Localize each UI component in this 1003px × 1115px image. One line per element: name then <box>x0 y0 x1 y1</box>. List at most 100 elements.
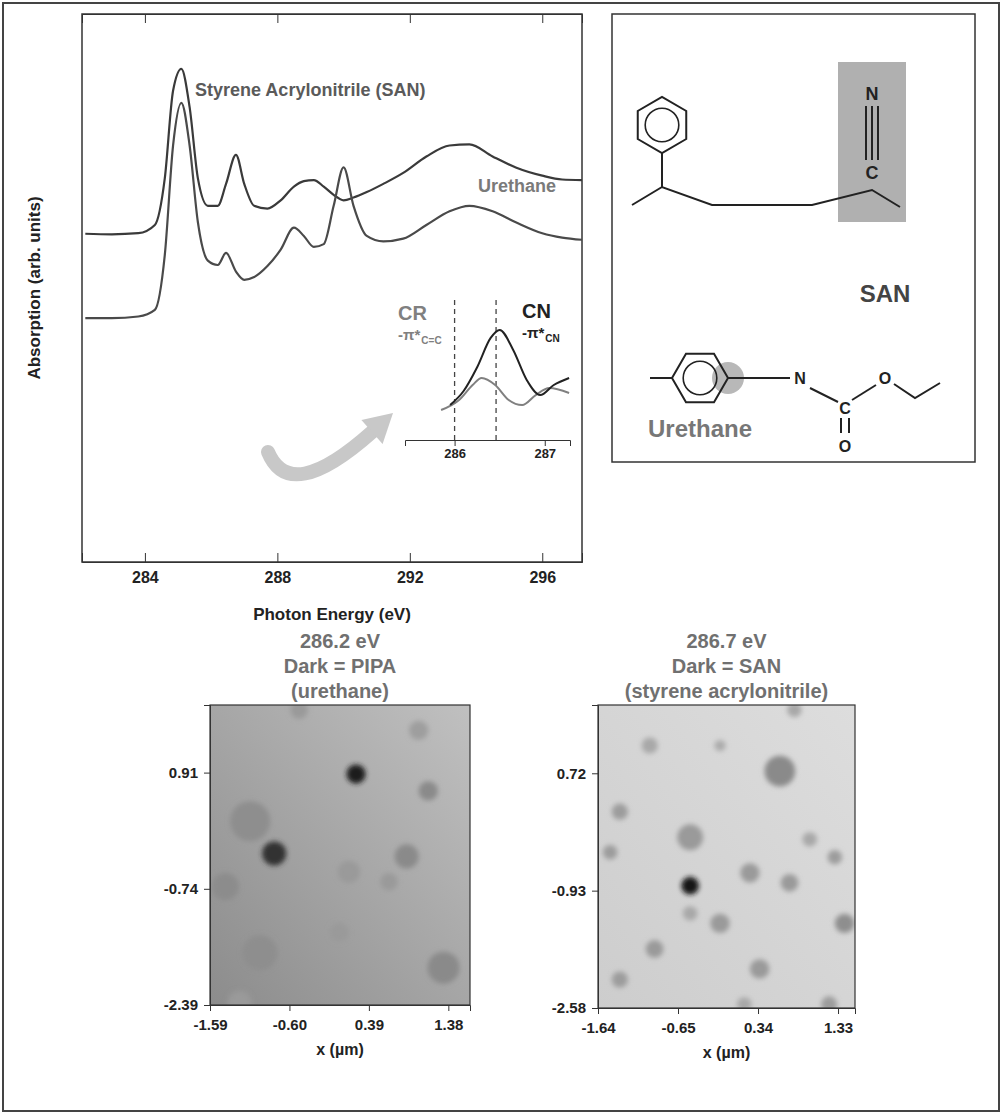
particle <box>683 906 698 921</box>
particle <box>395 844 419 868</box>
reference-line <box>495 300 496 440</box>
inset-line <box>450 330 569 405</box>
tick-label: -0.60 <box>273 1016 307 1033</box>
particle <box>787 705 802 717</box>
tick-mark <box>289 1005 290 1011</box>
particle <box>228 991 252 1005</box>
reference-line <box>454 300 455 440</box>
y-axis-title: Absorption (arb. units) <box>25 196 44 379</box>
tick: 0.39 <box>355 1005 384 1033</box>
image-background <box>598 705 855 1008</box>
arrow-head <box>361 413 393 444</box>
particle <box>427 952 459 984</box>
axis <box>83 14 583 23</box>
tick-mark <box>410 14 411 23</box>
tick: -2.39 <box>164 996 210 1013</box>
series-label: Styrene Acrylonitrile (SAN) <box>195 80 425 100</box>
spectrum-line <box>85 103 582 318</box>
inset-label: CN <box>522 300 551 322</box>
atom: O <box>839 438 851 455</box>
tick-mark <box>545 440 546 446</box>
particle <box>750 959 769 978</box>
tick: -0.93 <box>552 882 598 899</box>
tick-label: -2.39 <box>164 996 198 1013</box>
ring <box>638 97 686 153</box>
tick-label: 1.38 <box>434 1016 463 1033</box>
particle <box>242 935 277 970</box>
tick-mark <box>410 553 411 562</box>
image-title: 286.2 eV <box>300 630 381 652</box>
tick: -2.58 <box>552 999 598 1016</box>
particle <box>646 940 664 958</box>
inset-subscript: C=C <box>421 335 441 346</box>
tick: 1.33 <box>824 1008 853 1036</box>
tick-label: 0.72 <box>557 765 586 782</box>
tick-mark <box>678 1008 679 1014</box>
particle <box>710 914 729 933</box>
particle <box>737 997 752 1008</box>
particle <box>764 756 795 787</box>
tick-mark <box>448 1005 449 1011</box>
inset-plot-area <box>441 330 569 410</box>
particle <box>346 764 365 783</box>
bond <box>810 388 838 402</box>
tick-mark <box>592 1008 598 1009</box>
axis-line <box>211 1006 471 1012</box>
image-area <box>603 705 854 1008</box>
tick <box>542 14 543 23</box>
image-frame <box>598 705 855 1008</box>
tick-label: -2.58 <box>552 999 586 1016</box>
inset-label: CR <box>398 302 427 324</box>
particle <box>835 914 854 933</box>
bond <box>728 377 790 379</box>
particle <box>612 804 628 820</box>
particle <box>330 923 349 942</box>
atom: N <box>794 370 806 387</box>
tick <box>410 14 411 23</box>
image-area <box>212 705 460 1005</box>
tick: -0.65 <box>661 1008 695 1036</box>
tick-mark <box>838 1008 839 1014</box>
plot-frame <box>82 14 582 562</box>
particle <box>290 705 308 719</box>
particle <box>262 842 286 866</box>
tick: 292 <box>397 553 424 586</box>
bond <box>840 418 842 433</box>
highlight <box>838 62 906 222</box>
axis-line <box>83 15 583 24</box>
tick-mark <box>277 14 278 23</box>
particle <box>677 824 703 850</box>
particle <box>802 832 817 847</box>
inset-sublabel: -π* <box>522 324 544 341</box>
particle <box>740 863 759 882</box>
image-title: (styrene acrylonitrile) <box>625 680 828 702</box>
particle <box>380 873 398 891</box>
tick: 284 <box>132 553 159 586</box>
particle <box>781 874 799 892</box>
tick: 287 <box>534 440 556 461</box>
axis-line <box>83 553 583 563</box>
tick <box>277 14 278 23</box>
tick-label: 288 <box>265 569 292 586</box>
chain <box>894 383 940 398</box>
image-frame <box>210 705 470 1005</box>
tick-mark <box>277 553 278 562</box>
image-background <box>210 705 470 1005</box>
ring <box>672 354 728 402</box>
particle <box>612 971 628 987</box>
atom: C <box>839 400 851 417</box>
tick-mark <box>369 1005 370 1011</box>
axis: -1.59-0.600.391.38 <box>193 1005 470 1033</box>
tick-label: 296 <box>529 569 556 586</box>
tick: 0.72 <box>557 765 598 782</box>
figure: 284 288 292 296 Styrene Acrylonitrile (SAN) U… <box>0 0 1003 1115</box>
image-title: (urethane) <box>291 680 389 702</box>
particle <box>714 740 725 751</box>
axis: 286287 <box>406 440 571 461</box>
tick-mark <box>758 1008 759 1014</box>
tick-mark <box>204 773 210 774</box>
particle <box>230 801 270 841</box>
atom: Urethane <box>648 415 752 442</box>
tick-label: -0.74 <box>164 880 199 897</box>
tick-label: -0.93 <box>552 882 586 899</box>
